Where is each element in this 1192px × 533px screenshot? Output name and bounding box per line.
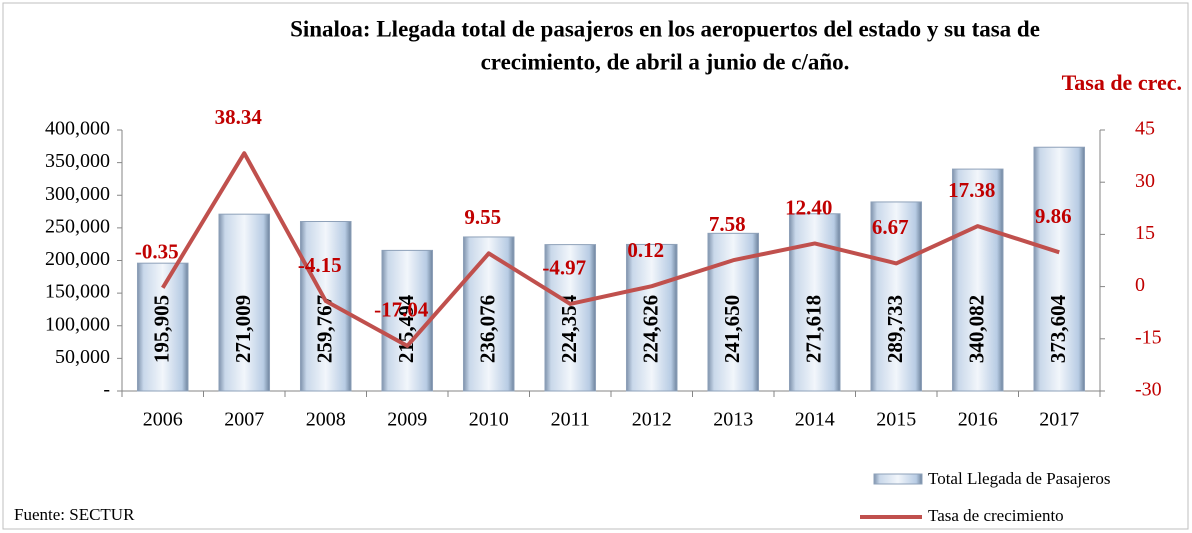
y-tick-label: - xyxy=(103,379,110,401)
bar-value-label: 215,494 xyxy=(394,294,418,363)
y-tick-label: 350,000 xyxy=(45,150,110,172)
y-tick-label: 250,000 xyxy=(45,215,110,237)
x-tick-label: 2009 xyxy=(387,409,427,431)
y2-tick-label: 30 xyxy=(1135,170,1155,192)
y2-tick-label: -30 xyxy=(1135,379,1162,401)
line-value-label: 0.12 xyxy=(627,238,664,262)
bar xyxy=(951,168,1004,392)
bar xyxy=(625,243,678,392)
x-tick-label: 2016 xyxy=(958,409,998,431)
y2-tick-label: 15 xyxy=(1135,222,1155,244)
line-value-label: -4.97 xyxy=(542,256,586,280)
x-tick-label: 2008 xyxy=(306,409,346,431)
line-value-label: -0.35 xyxy=(135,240,179,264)
line-value-label: 7.58 xyxy=(709,212,746,236)
chart-title: Sinaloa: Llegada total de pasajeros en l… xyxy=(290,16,1040,41)
bar xyxy=(218,213,271,392)
x-tick-label: 2014 xyxy=(795,409,835,431)
line-value-label: 12.40 xyxy=(785,195,832,219)
bar xyxy=(299,221,352,392)
line-value-label: 9.55 xyxy=(464,205,501,229)
bar xyxy=(1033,146,1086,392)
x-tick-label: 2010 xyxy=(469,409,509,431)
x-tick-label: 2015 xyxy=(876,409,916,431)
y-tick-label: 50,000 xyxy=(55,346,110,368)
bar xyxy=(544,244,597,392)
line-value-label: -17.04 xyxy=(374,298,429,322)
line-value-label: -4.15 xyxy=(298,253,342,277)
y2-tick-label: 0 xyxy=(1135,274,1145,296)
bar-value-label: 236,076 xyxy=(476,295,500,363)
x-tick-label: 2012 xyxy=(632,409,672,431)
x-tick-label: 2006 xyxy=(143,409,183,431)
y-tick-label: 100,000 xyxy=(45,313,110,335)
y-tick-label: 300,000 xyxy=(45,183,110,205)
bar-value-label: 373,604 xyxy=(1046,294,1070,363)
x-tick-label: 2017 xyxy=(1039,409,1079,431)
bar-value-label: 224,354 xyxy=(557,294,581,363)
bar-value-label: 241,650 xyxy=(720,295,744,363)
line xyxy=(161,151,1060,348)
x-tick-label: 2013 xyxy=(713,409,753,431)
legend-swatch xyxy=(873,473,923,485)
line-value-label: 17.38 xyxy=(948,178,995,202)
y2-tick-label: -15 xyxy=(1135,326,1162,348)
bar-value-label: 271,009 xyxy=(231,295,255,363)
bar xyxy=(870,201,923,392)
line-value-label: 38.34 xyxy=(215,105,263,129)
x-tick-label: 2011 xyxy=(551,409,590,431)
legend-label: Tasa de crecimiento xyxy=(928,506,1064,525)
y-tick-label: 150,000 xyxy=(45,281,110,303)
source-note: Fuente: SECTUR xyxy=(14,505,135,524)
line-value-label: 9.86 xyxy=(1035,204,1072,228)
bar-value-label: 340,082 xyxy=(965,295,989,363)
bar-value-label: 224,626 xyxy=(639,295,663,363)
bar-value-label: 271,618 xyxy=(802,295,826,363)
y-tick-label: 400,000 xyxy=(45,118,110,140)
y-tick-label: 200,000 xyxy=(45,248,110,270)
chart-title: crecimiento, de abril a junio de c/año. xyxy=(481,49,850,74)
line-value-label: 6.67 xyxy=(872,215,909,239)
y2-tick-label: 45 xyxy=(1135,118,1155,140)
bar-value-label: 289,733 xyxy=(883,295,907,363)
bar-value-label: 195,905 xyxy=(150,295,174,363)
legend-label: Total Llegada de Pasajeros xyxy=(928,469,1110,488)
bar xyxy=(381,249,434,392)
y2-axis-title: Tasa de crec. xyxy=(1062,70,1182,95)
x-tick-label: 2007 xyxy=(224,409,264,431)
